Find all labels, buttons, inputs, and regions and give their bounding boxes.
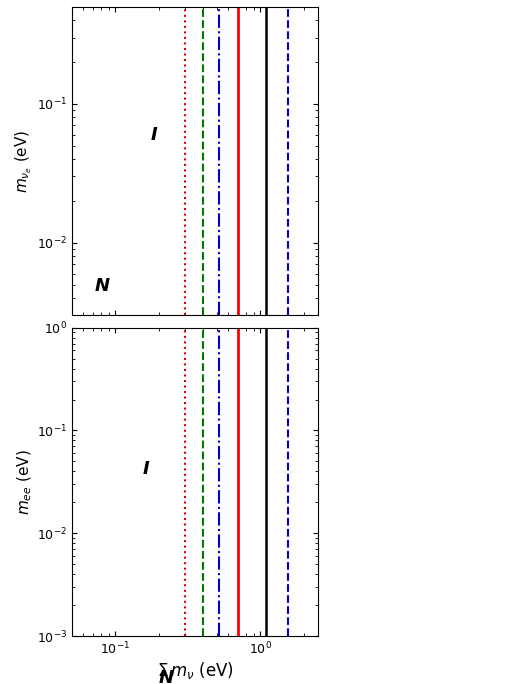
- Text: N: N: [159, 669, 174, 684]
- Text: I: I: [151, 126, 157, 144]
- Text: I: I: [143, 460, 150, 477]
- Y-axis label: $m_{\nu_e}$ (eV): $m_{\nu_e}$ (eV): [13, 129, 34, 193]
- X-axis label: $\Sigma\, m_\nu$ (eV): $\Sigma\, m_\nu$ (eV): [156, 660, 233, 681]
- Y-axis label: $m_{ee}$ (eV): $m_{ee}$ (eV): [15, 449, 34, 514]
- Text: N: N: [95, 277, 110, 295]
